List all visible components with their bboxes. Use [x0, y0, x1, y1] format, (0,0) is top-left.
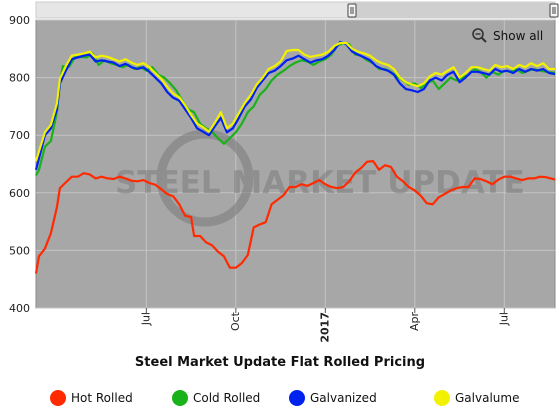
x-tick-label: Oct: [229, 311, 242, 331]
show-all-label[interactable]: Show all: [493, 29, 543, 43]
y-tick-label: 900: [9, 14, 30, 27]
handle-right-body[interactable]: [549, 3, 559, 18]
zoom-icon-handle: [480, 36, 487, 43]
legend-marker: [50, 390, 66, 406]
legend-label: Cold Rolled: [193, 391, 260, 405]
legend: Hot Rolled Cold Rolled Galvanized Galvalume: [50, 390, 519, 406]
y-tick-label: 700: [9, 129, 30, 142]
x-tick-label: Jul: [139, 312, 152, 326]
legend-item-hot-rolled[interactable]: Hot Rolled: [50, 390, 133, 406]
y-tick-label: 500: [9, 244, 30, 257]
handle-left-body[interactable]: [347, 3, 357, 18]
series-line-hot-rolled[interactable]: [34, 160, 556, 274]
series-line-galvalume[interactable]: [34, 41, 555, 162]
x-tick-label: Jul: [497, 312, 510, 326]
y-tick-label: 400: [9, 302, 30, 315]
legend-marker: [289, 390, 305, 406]
watermark-text: STEEL MARKET UPDATE: [115, 165, 525, 201]
legend-label: Galvalume: [455, 391, 519, 405]
y-tick-label: 800: [9, 72, 30, 85]
navigator-handle-right[interactable]: [549, 3, 559, 18]
navigator-handle-left[interactable]: [347, 3, 357, 18]
show-all-button[interactable]: Show all: [472, 28, 543, 43]
zoom-out-icon: [472, 28, 487, 43]
legend-label: Galvanized: [310, 391, 377, 405]
legend-item-cold-rolled[interactable]: Cold Rolled: [172, 390, 260, 406]
legend-marker: [434, 390, 450, 406]
x-axis: Jul Oct 2017 Apr Jul: [139, 308, 510, 343]
legend-marker: [172, 390, 188, 406]
y-tick-label: 600: [9, 187, 30, 200]
x-tick-label: 2017: [318, 312, 331, 343]
zoom-icon-lens: [472, 28, 484, 40]
navigator-selection[interactable]: [353, 2, 555, 18]
legend-label: Hot Rolled: [71, 391, 133, 405]
chart-title: Steel Market Update Flat Rolled Pricing: [135, 355, 425, 370]
grid-lines: [36, 19, 555, 309]
legend-item-galvalume[interactable]: Galvalume: [434, 390, 519, 406]
y-axis: 400 500 600 700 800 900: [9, 14, 30, 315]
legend-item-galvanized[interactable]: Galvanized: [289, 390, 377, 406]
series-lines: [34, 40, 556, 274]
x-tick-label: Apr: [408, 312, 421, 332]
series-line-galvanized[interactable]: [34, 40, 556, 171]
